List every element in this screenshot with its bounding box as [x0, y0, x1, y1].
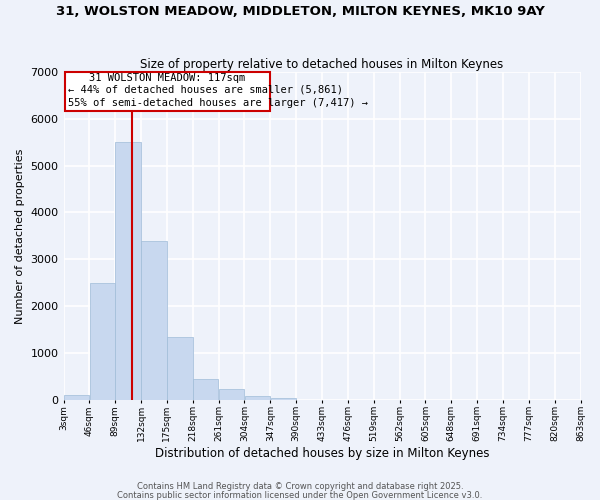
- Bar: [115, 142, 141, 400]
- Bar: [142, 242, 167, 400]
- Text: 55% of semi-detached houses are larger (7,417) →: 55% of semi-detached houses are larger (…: [68, 98, 368, 108]
- Text: 31, WOLSTON MEADOW, MIDDLETON, MILTON KEYNES, MK10 9AY: 31, WOLSTON MEADOW, MIDDLETON, MILTON KE…: [56, 5, 544, 18]
- Bar: [219, 389, 244, 400]
- Bar: [193, 380, 218, 400]
- Text: ← 44% of detached houses are smaller (5,861): ← 44% of detached houses are smaller (5,…: [68, 84, 343, 94]
- Text: Contains HM Land Registry data © Crown copyright and database right 2025.: Contains HM Land Registry data © Crown c…: [137, 482, 463, 491]
- Text: Contains public sector information licensed under the Open Government Licence v3: Contains public sector information licen…: [118, 490, 482, 500]
- Text: 31 WOLSTON MEADOW: 117sqm: 31 WOLSTON MEADOW: 117sqm: [89, 73, 245, 83]
- Bar: [167, 337, 193, 400]
- Bar: [245, 396, 270, 400]
- Title: Size of property relative to detached houses in Milton Keynes: Size of property relative to detached ho…: [140, 58, 503, 71]
- Y-axis label: Number of detached properties: Number of detached properties: [15, 148, 25, 324]
- Bar: [64, 395, 89, 400]
- Bar: [89, 282, 115, 400]
- Bar: [271, 398, 296, 400]
- FancyBboxPatch shape: [65, 72, 271, 110]
- X-axis label: Distribution of detached houses by size in Milton Keynes: Distribution of detached houses by size …: [155, 447, 489, 460]
